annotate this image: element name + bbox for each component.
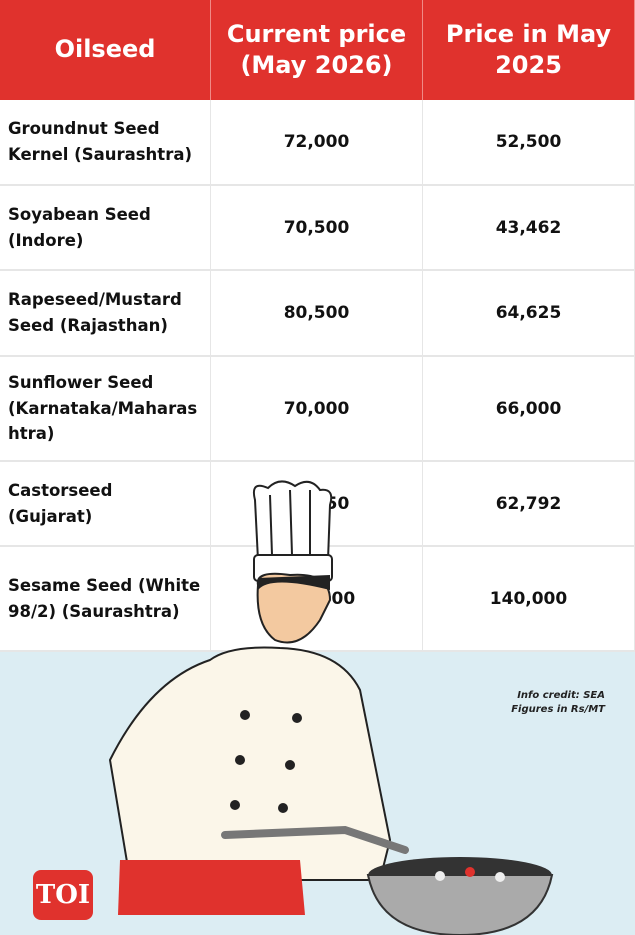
oilseed-name: Soyabean Seed (Indore) (0, 186, 211, 271)
column-header: Current price (May 2026) (211, 0, 423, 100)
column-header: Oilseed (0, 0, 211, 100)
column-header: Price in May 2025 (423, 0, 635, 100)
units-note: Figures in Rs/MT (511, 704, 605, 715)
oilseed-name: Sunflower Seed (Karnataka/Maharashtra) (0, 357, 211, 462)
oilseed-name: Sesame Seed (White 98/2) (Saurashtra) (0, 547, 211, 652)
logo: TOI (33, 870, 93, 920)
price: 80,500 (211, 271, 423, 357)
oilseed-name: Rapeseed/Mustard Seed (Rajasthan) (0, 271, 211, 357)
price: 72,000 (211, 100, 423, 186)
oilseed-name: Castorseed (Gujarat) (0, 462, 211, 547)
info-credit: Info credit: SEA (517, 690, 605, 701)
oilseed-name: Groundnut Seed Kernel (Saurashtra) (0, 100, 211, 186)
price: 70,000 (211, 357, 423, 462)
price: 70,500 (211, 186, 423, 271)
